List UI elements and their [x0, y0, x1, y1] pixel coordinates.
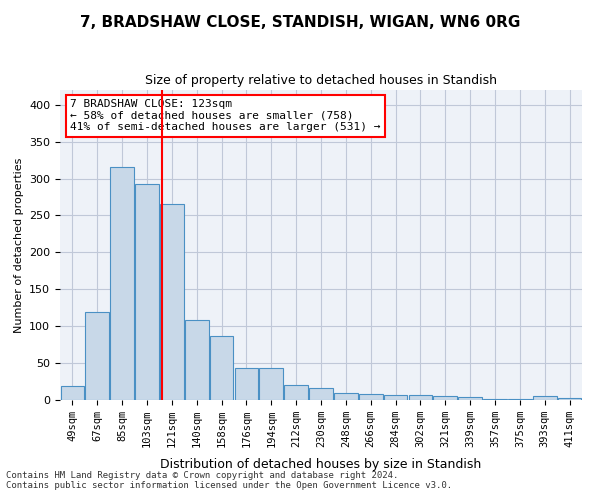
- Bar: [359, 394, 383, 400]
- Bar: [61, 386, 84, 400]
- Title: Size of property relative to detached houses in Standish: Size of property relative to detached ho…: [145, 74, 497, 88]
- Bar: [533, 396, 557, 400]
- Bar: [259, 368, 283, 400]
- Text: 7, BRADSHAW CLOSE, STANDISH, WIGAN, WN6 0RG: 7, BRADSHAW CLOSE, STANDISH, WIGAN, WN6 …: [80, 15, 520, 30]
- Bar: [309, 388, 333, 400]
- Bar: [235, 368, 258, 400]
- Bar: [458, 397, 482, 400]
- Bar: [384, 395, 407, 400]
- Text: 7 BRADSHAW CLOSE: 123sqm
← 58% of detached houses are smaller (758)
41% of semi-: 7 BRADSHAW CLOSE: 123sqm ← 58% of detach…: [70, 100, 381, 132]
- Bar: [210, 336, 233, 400]
- Bar: [558, 398, 581, 400]
- Bar: [135, 184, 159, 400]
- Bar: [334, 394, 358, 400]
- Bar: [433, 396, 457, 400]
- Bar: [284, 385, 308, 400]
- Bar: [85, 312, 109, 400]
- Bar: [483, 398, 507, 400]
- Bar: [110, 168, 134, 400]
- Bar: [160, 204, 184, 400]
- Bar: [508, 398, 532, 400]
- Y-axis label: Number of detached properties: Number of detached properties: [14, 158, 23, 332]
- Bar: [409, 395, 432, 400]
- Bar: [185, 320, 209, 400]
- Text: Contains HM Land Registry data © Crown copyright and database right 2024.
Contai: Contains HM Land Registry data © Crown c…: [6, 470, 452, 490]
- X-axis label: Distribution of detached houses by size in Standish: Distribution of detached houses by size …: [160, 458, 482, 471]
